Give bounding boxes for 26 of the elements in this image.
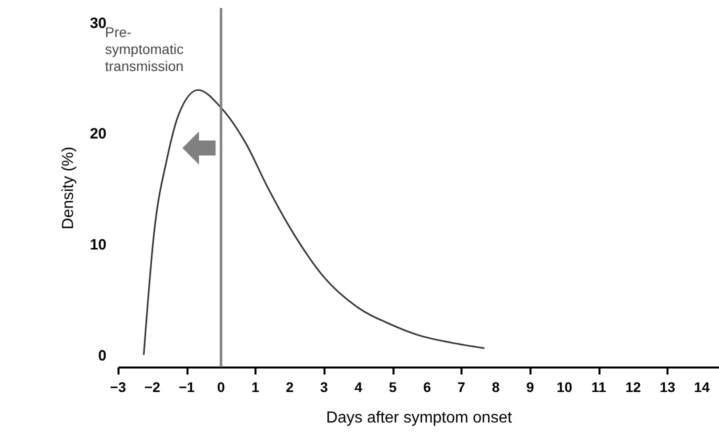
x-tick-label: 12: [625, 379, 642, 395]
x-tick-label: 5: [388, 379, 397, 395]
x-tick-label: 9: [526, 379, 534, 395]
x-tick-label: 11: [591, 379, 606, 395]
x-tick-label: 0: [217, 379, 226, 395]
x-tick-label: 4: [354, 379, 362, 395]
annotation: Pre-symptomatic transmission: [105, 24, 184, 74]
y-tick-label: 0: [98, 347, 106, 364]
x-tick-label: −3: [110, 379, 126, 395]
x-tick-label: 3: [320, 379, 328, 395]
y-tick-label: 30: [90, 14, 106, 32]
x-tick-label: 6: [423, 379, 432, 395]
y-axis-title: Density (%): [60, 146, 77, 230]
x-tick-label: 2: [286, 379, 294, 395]
x-tick-label: 13: [660, 379, 676, 395]
y-tick-label: 20: [90, 126, 106, 143]
x-tick-label: 1: [251, 379, 260, 395]
x-tick-label: 14: [694, 379, 710, 395]
line-series: [142, 89, 486, 356]
x-tick-label: 7: [458, 379, 466, 395]
x-tick-label: 10: [556, 379, 572, 395]
x-tick-label: −2: [144, 379, 161, 395]
y-tick-label: 10: [90, 236, 106, 254]
x-tick-label: −1: [178, 379, 195, 395]
x-axis-title: Days after symptom onset: [326, 410, 512, 426]
x-tick-label: 8: [492, 379, 500, 395]
